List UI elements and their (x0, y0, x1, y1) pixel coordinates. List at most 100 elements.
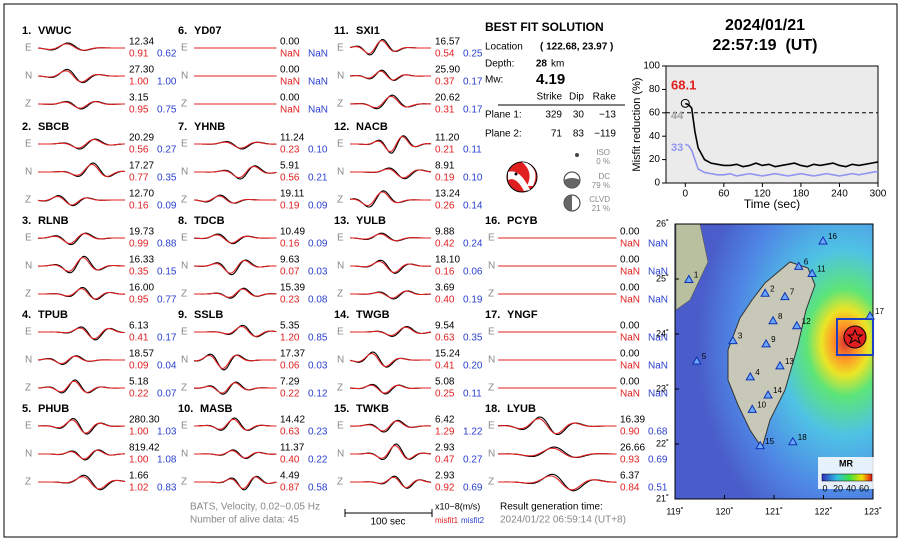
amplitude: 0.00 (280, 93, 300, 104)
station-number: 10. (178, 403, 193, 415)
map-y-label: 26˚ (656, 218, 669, 228)
component-label: Z (488, 289, 494, 300)
amplitude: 0.00 (280, 65, 300, 76)
amplitude: 7.29 (280, 377, 300, 388)
component-value: 0 % (596, 157, 610, 166)
station-marker (818, 236, 828, 245)
plane-label: Plane 2: (485, 129, 522, 140)
station-number: 2. (22, 121, 31, 133)
waveform-synthetic (350, 326, 432, 336)
misfit2: 0.62 (157, 49, 177, 60)
amplitude: 16.00 (129, 283, 154, 294)
misfit1: 0.21 (435, 145, 455, 156)
misfit2: 0.06 (463, 267, 483, 278)
station-number: 16. (485, 215, 500, 227)
amplitude: 17.27 (129, 161, 154, 172)
misfit2: 0.03 (308, 267, 328, 278)
component-label: N (337, 167, 344, 178)
station-name: TWGB (356, 309, 390, 321)
component-label: E (181, 139, 188, 150)
waveform-observed (194, 287, 277, 299)
station-label: 9 (771, 335, 776, 344)
component-label: E (337, 139, 344, 150)
misfit1: 0.07 (280, 267, 300, 278)
station-label: 11 (817, 265, 826, 274)
station-label: 18 (798, 433, 807, 442)
misfit1: 0.19 (435, 173, 455, 184)
waveform-synthetic (38, 232, 125, 245)
misfit1: 0.42 (435, 239, 455, 250)
station-name: MASB (200, 403, 232, 415)
x-tick-label: 120 (754, 189, 771, 200)
station-label: 17 (875, 307, 884, 316)
misfit2: 0.68 (648, 427, 668, 438)
misfit2: NaN (648, 267, 668, 278)
misfit1: 0.16 (129, 201, 149, 212)
misfit1: NaN (620, 267, 640, 278)
amplitude: 5.08 (435, 377, 455, 388)
station-marker (683, 274, 694, 284)
misfit2: 0.51 (648, 483, 668, 494)
waveform-synthetic (349, 40, 431, 55)
component-label: N (488, 449, 495, 460)
map-x-label: 123˚ (864, 506, 882, 516)
annotation: 33 (671, 142, 683, 154)
misfit1-legend: misfit1 (435, 516, 459, 525)
station-marker (865, 310, 875, 320)
station-name: VWUC (38, 25, 72, 37)
misfit2: NaN (648, 389, 668, 400)
series-line (684, 143, 879, 177)
component-label: Z (181, 195, 187, 206)
station-name: SXI1 (356, 25, 380, 37)
waveform-synthetic (350, 476, 432, 489)
amplitude: 14.42 (280, 415, 305, 426)
table-header: Strike (536, 92, 562, 103)
component-label: N (488, 355, 495, 366)
misfit2: 0.58 (308, 483, 328, 494)
table-header: Rake (593, 92, 617, 103)
station-name: TPUB (38, 309, 68, 321)
solution-title: BEST FIT SOLUTION (485, 20, 604, 34)
station-number: 13. (334, 215, 349, 227)
misfit1: NaN (620, 361, 640, 372)
misfit2: 0.75 (157, 105, 177, 116)
waveform-observed (194, 140, 277, 150)
misfit2: 0.19 (463, 295, 483, 306)
station-number: 8. (178, 215, 187, 227)
station-name: YNGF (507, 309, 538, 321)
misfit2: 0.09 (308, 201, 328, 212)
misfit2: NaN (648, 295, 668, 306)
component-label: N (337, 355, 344, 366)
component-label: N (181, 261, 188, 272)
misfit1: 0.77 (129, 173, 149, 184)
misfit1: NaN (620, 389, 640, 400)
misfit1: 1.00 (129, 427, 149, 438)
station-label: 13 (785, 357, 794, 366)
amplitude: 2.93 (435, 443, 455, 454)
waveform-observed (194, 324, 277, 338)
waveform-synthetic (349, 95, 432, 109)
misfit1: 0.26 (435, 201, 455, 212)
station-label: 7 (790, 288, 795, 297)
station-marker (807, 268, 817, 277)
misfit2: 0.11 (463, 389, 482, 400)
component-label: N (25, 449, 32, 460)
amplitude: 8.91 (435, 161, 455, 172)
plane-value: 71 (551, 129, 563, 140)
best-point (680, 98, 690, 108)
map-y-label: 22˚ (656, 438, 669, 448)
misfit2: 0.07 (157, 389, 177, 400)
component-label: Z (25, 477, 31, 488)
amplitude: 19.11 (280, 189, 305, 200)
map-y-label: 24˚ (656, 328, 669, 338)
misfit1: 0.23 (280, 145, 300, 156)
amplitude: 3.69 (435, 283, 455, 294)
amplitude: 9.88 (435, 227, 455, 238)
table-header: Dip (569, 92, 584, 103)
amplitude: 17.37 (280, 349, 305, 360)
amplitude: 27.30 (129, 65, 154, 76)
misfit1: 0.40 (280, 455, 300, 466)
amplitude: 0.00 (620, 377, 640, 388)
component-label: E (25, 43, 32, 54)
amplitude: 18.10 (435, 255, 460, 266)
